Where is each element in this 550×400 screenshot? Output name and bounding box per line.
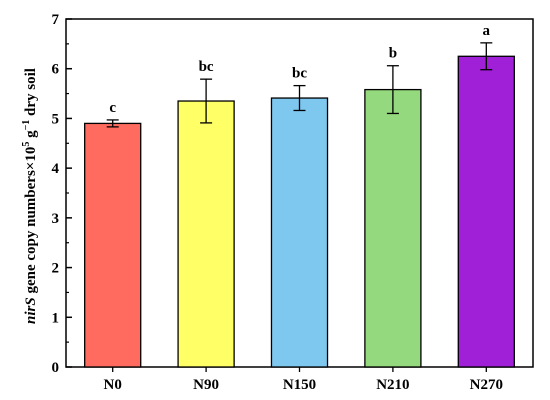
y-tick-label: 4 <box>52 161 60 177</box>
y-axis-label-unit: g <box>23 130 39 142</box>
y-tick-label: 1 <box>52 310 60 326</box>
significance-letter: a <box>483 23 491 39</box>
y-tick-label: 3 <box>52 211 60 227</box>
x-tick-label: N150 <box>283 377 316 393</box>
x-tick-label: N270 <box>470 377 503 393</box>
y-axis-label-gene: nirS <box>23 297 39 324</box>
significance-letter: bc <box>199 59 214 75</box>
x-tick-label: N90 <box>193 377 219 393</box>
x-tick-label: N210 <box>376 377 409 393</box>
bar <box>457 55 515 368</box>
significance-letter: b <box>389 46 397 62</box>
y-tick-label: 2 <box>52 261 60 277</box>
y-axis-label-exponent: 5 <box>21 142 32 147</box>
plot-area: 0 1 2 3 4 5 6 7 c N0 bc N90 bc N150 b N210 a N270 <box>52 12 534 393</box>
y-tick-label: 6 <box>52 62 60 78</box>
y-tick-label: 0 <box>52 360 60 376</box>
y-axis-label-suffix: dry soil <box>23 68 39 120</box>
significance-letter: bc <box>292 66 307 82</box>
y-tick-label: 5 <box>52 111 60 127</box>
bar <box>364 88 422 368</box>
significance-letter: c <box>109 100 116 116</box>
y-axis-label-unit-exponent: −1 <box>21 120 32 131</box>
bar <box>84 122 142 368</box>
x-tick-label: N0 <box>104 377 122 393</box>
bar <box>270 97 329 368</box>
bar <box>177 100 235 368</box>
y-axis-label: nirS gene copy numbers×105 g−1 dry soil <box>21 68 39 324</box>
y-tick-label: 7 <box>52 12 60 28</box>
y-axis-label-text: gene copy numbers×10 <box>23 147 39 298</box>
